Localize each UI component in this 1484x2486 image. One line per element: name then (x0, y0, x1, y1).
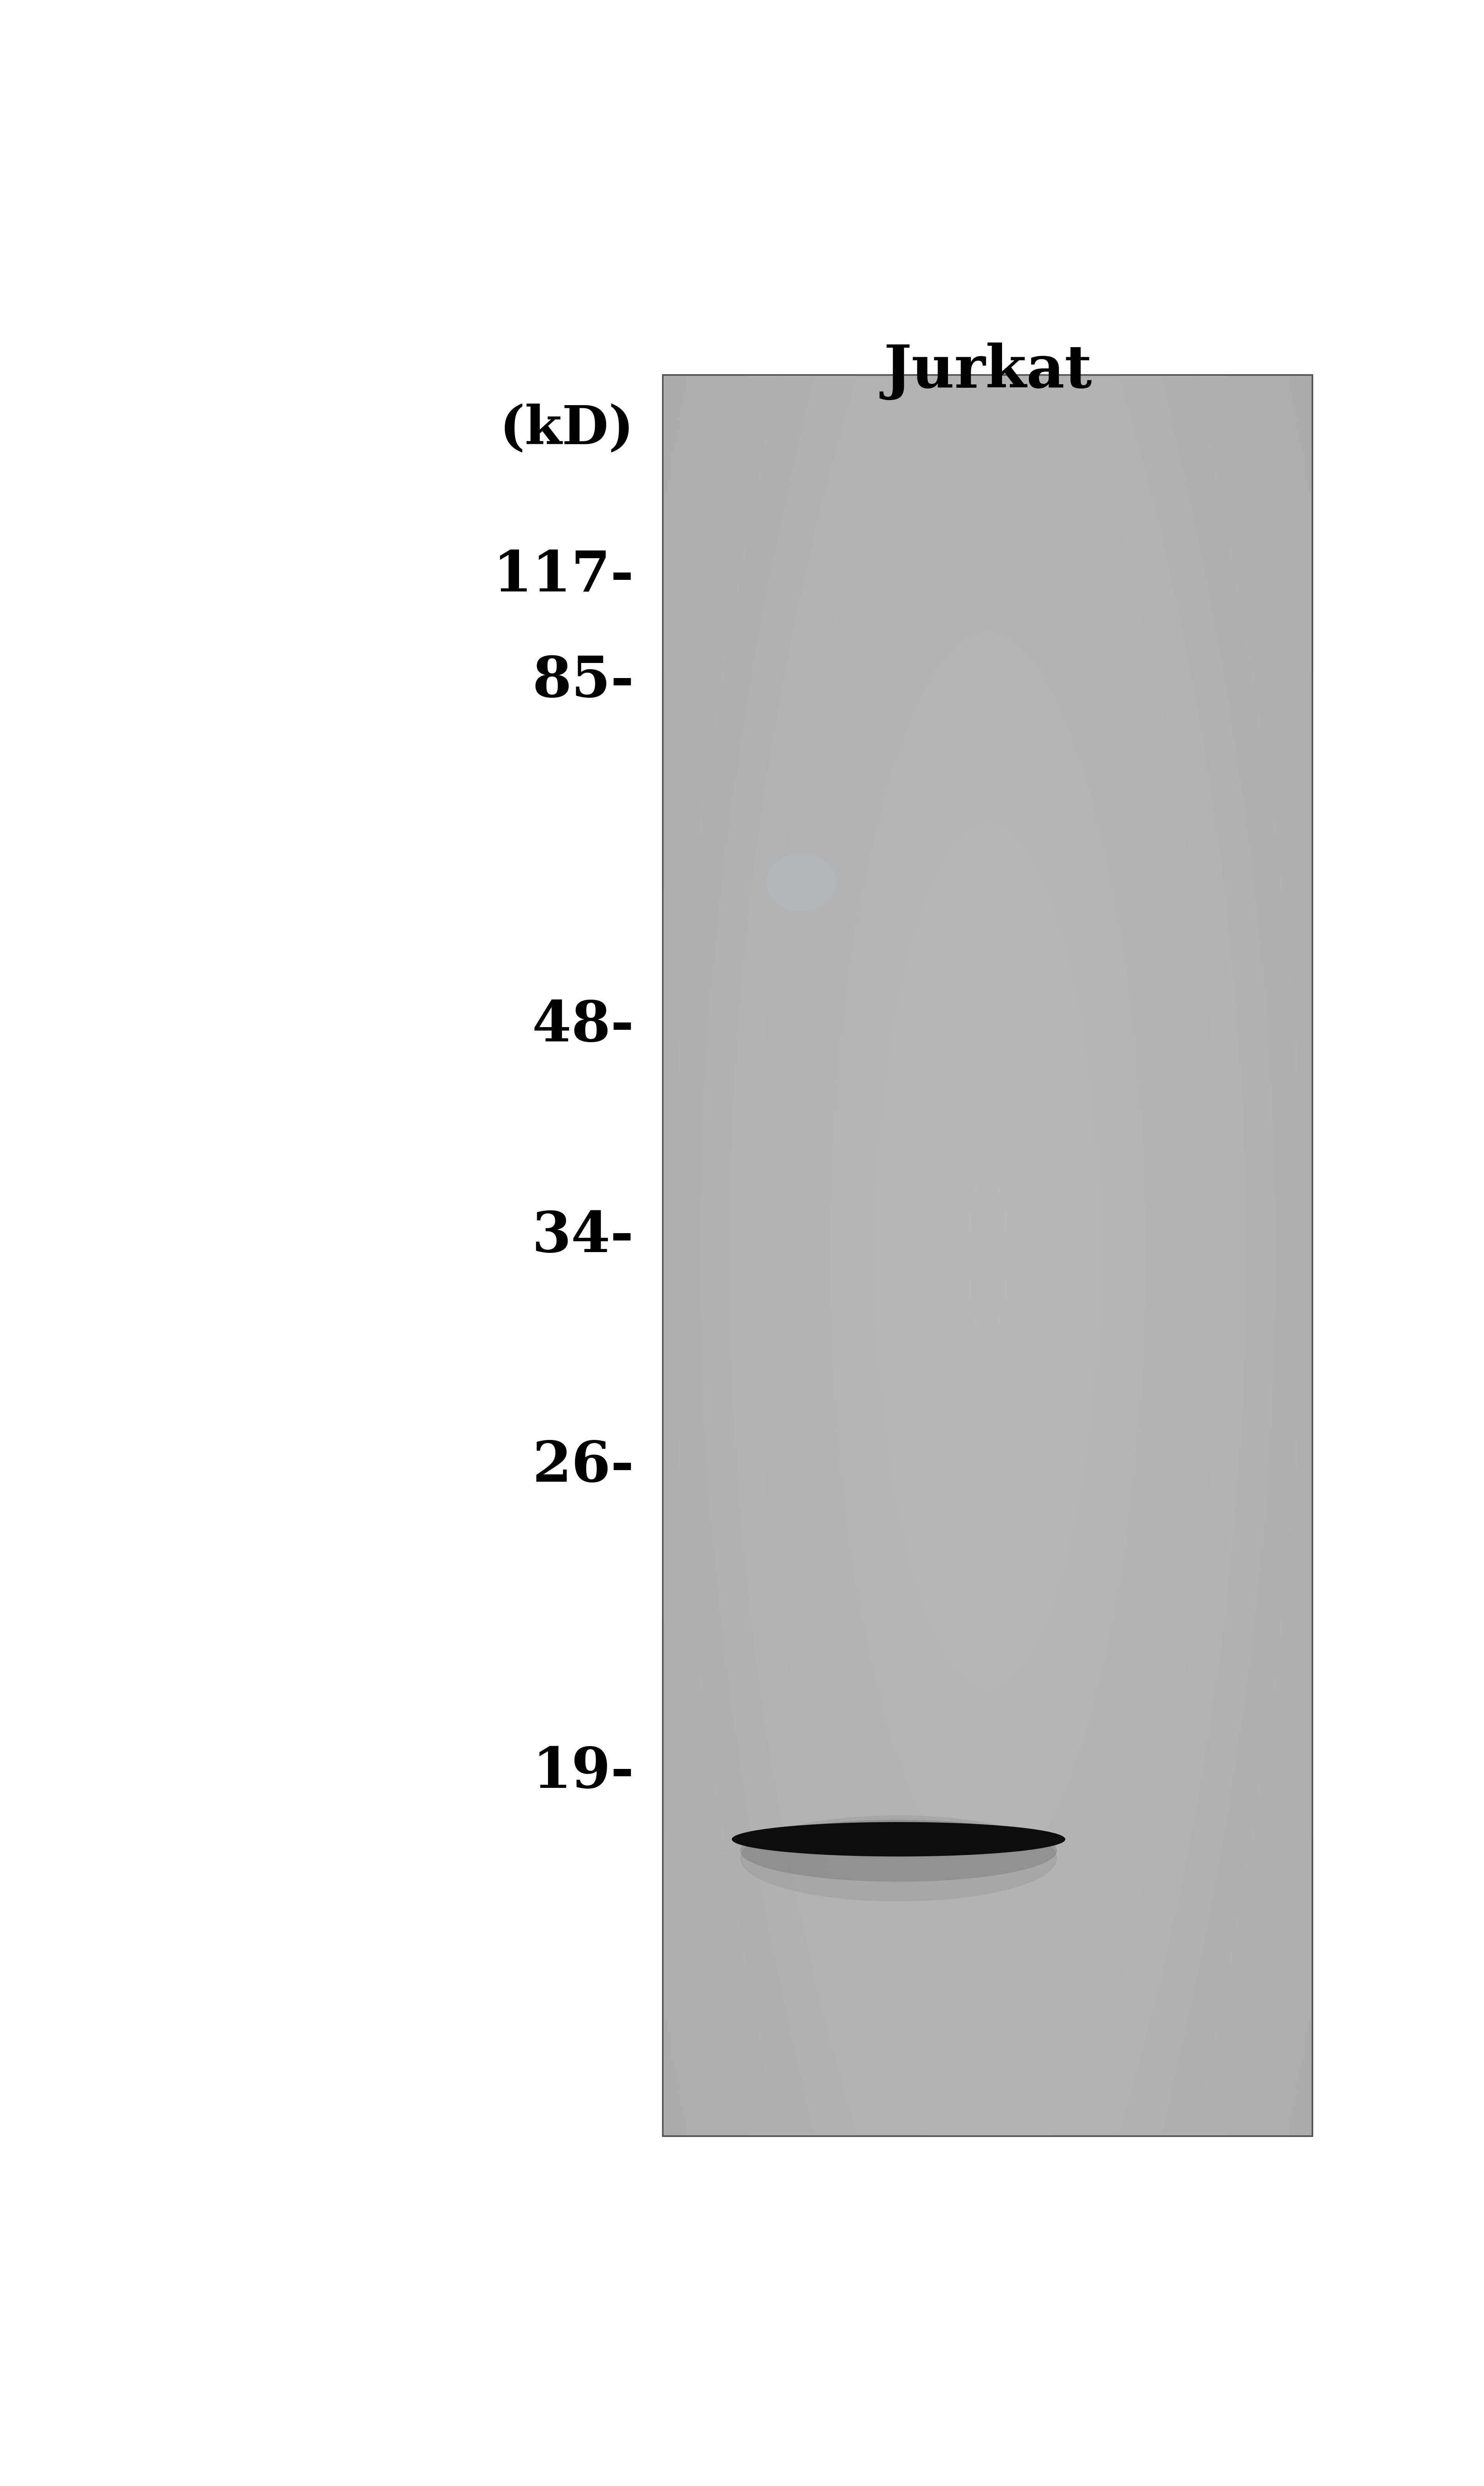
Bar (663, 375, 1312, 2135)
Text: 117-: 117- (493, 549, 634, 604)
Text: Jurkat: Jurkat (883, 343, 1092, 400)
Text: 34-: 34- (533, 1208, 634, 1263)
Ellipse shape (741, 1820, 1057, 1882)
Ellipse shape (766, 853, 835, 910)
Ellipse shape (732, 1822, 1066, 1857)
Text: 19-: 19- (533, 1745, 634, 1800)
Text: 26-: 26- (533, 1439, 634, 1494)
Ellipse shape (741, 1815, 1057, 1902)
Text: 85-: 85- (533, 654, 634, 709)
Text: (kD): (kD) (500, 403, 634, 455)
Text: 48-: 48- (533, 999, 634, 1054)
